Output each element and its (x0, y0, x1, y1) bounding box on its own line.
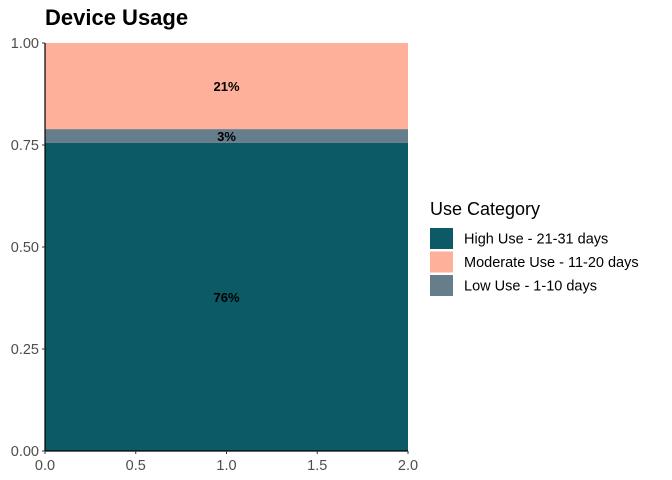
x-tick-label-2: 1.0 (216, 458, 236, 474)
legend-title: Use Category (430, 199, 540, 219)
legend-swatch-1 (430, 251, 453, 273)
chart-title: Device Usage (45, 5, 188, 30)
legend-label-0: High Use - 21-31 days (464, 232, 608, 248)
x-tick-label-1: 0.5 (126, 458, 146, 474)
segment-label-2: 21% (213, 79, 239, 94)
segment-label-1: 3% (217, 129, 236, 144)
segment-label-0: 76% (213, 290, 239, 305)
y-tick-label-1: 0.25 (11, 342, 39, 358)
bar-segment-1 (45, 129, 408, 143)
y-tick-label-3: 0.75 (11, 138, 39, 154)
x-tick-label-4: 2.0 (398, 458, 418, 474)
legend-label-2: Low Use - 1-10 days (464, 279, 597, 295)
y-tick-label-2: 0.50 (11, 240, 39, 256)
legend-swatch-0 (430, 228, 453, 249)
legend-label-1: Moderate Use - 11-20 days (464, 255, 639, 271)
axes: 0.00 0.25 0.50 0.75 1.00 0.0 0.5 1.0 1.5 2.0 (11, 36, 418, 474)
legend-swatch-2 (430, 275, 453, 296)
x-tick-label-3: 1.5 (307, 458, 327, 474)
bar-segment-2 (45, 43, 408, 130)
y-tick-label-4: 1.00 (11, 36, 39, 52)
plot-area: 76% 3% 21% (45, 43, 408, 451)
y-tick-label-0: 0.00 (11, 444, 39, 460)
legend: Use Category High Use - 21-31 days Moderat… (430, 199, 639, 296)
x-tick-label-0: 0.0 (35, 458, 55, 474)
bar-segment-0 (45, 142, 408, 451)
